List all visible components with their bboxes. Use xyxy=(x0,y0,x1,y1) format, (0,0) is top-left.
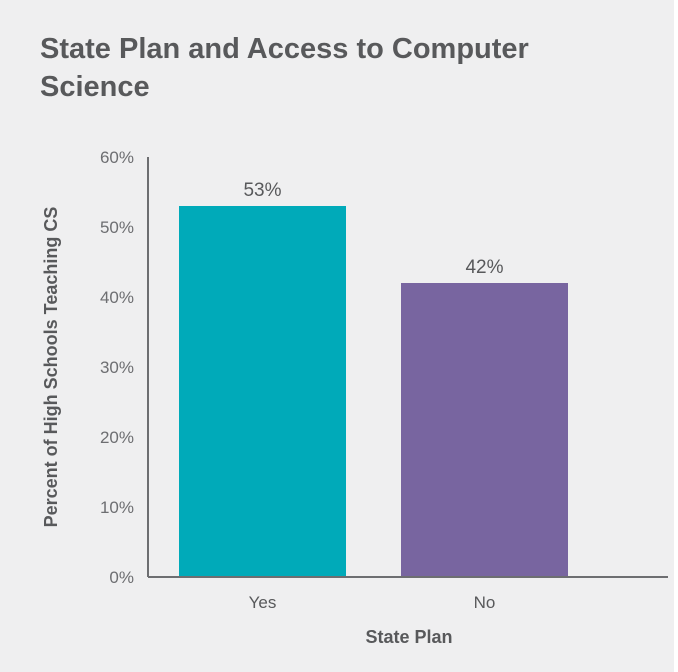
x-category-label: No xyxy=(474,593,496,612)
x-axis-categories: Yes No xyxy=(249,593,496,612)
x-axis-title: State Plan xyxy=(365,627,452,647)
y-tick-label: 40% xyxy=(100,288,134,307)
y-tick-label: 10% xyxy=(100,498,134,517)
bars xyxy=(179,206,568,577)
y-tick-label: 20% xyxy=(100,428,134,447)
bar-no xyxy=(401,283,568,577)
y-axis-title: Percent of High Schools Teaching CS xyxy=(41,207,61,528)
y-tick-label: 30% xyxy=(100,358,134,377)
x-category-label: Yes xyxy=(249,593,277,612)
y-tick-label: 50% xyxy=(100,218,134,237)
data-label: 53% xyxy=(243,180,281,201)
data-label: 42% xyxy=(465,257,503,278)
bar-yes xyxy=(179,206,346,577)
y-axis-ticks: 0% 10% 20% 30% 40% 50% 60% xyxy=(100,148,134,587)
y-tick-label: 60% xyxy=(100,148,134,167)
y-tick-label: 0% xyxy=(109,568,134,587)
